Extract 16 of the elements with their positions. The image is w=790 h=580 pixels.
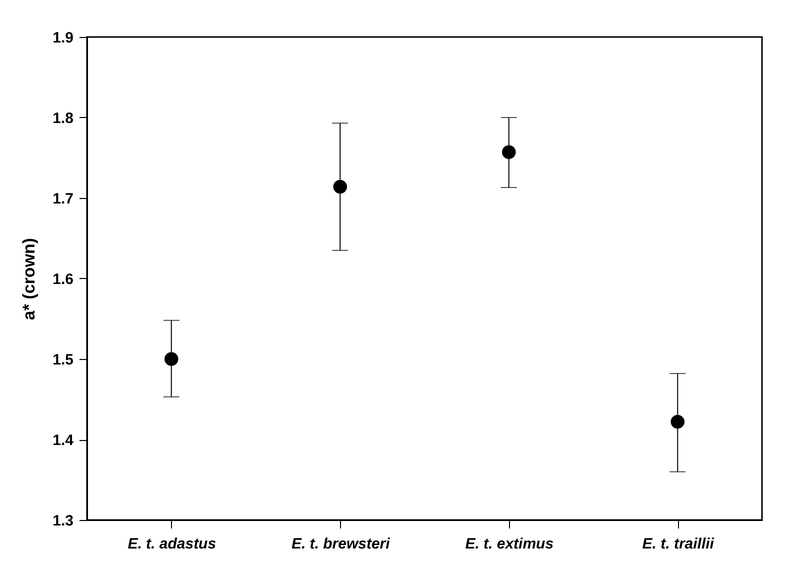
x-tick-label: E. t. extimus	[465, 536, 554, 552]
y-tick-label: 1.3	[52, 512, 74, 530]
y-tick-label: 1.9	[52, 30, 74, 46]
y-tick-label: 1.7	[52, 190, 74, 208]
y-tick-label: 1.6	[52, 271, 74, 288]
x-tick-label: E. t. adastus	[128, 536, 216, 552]
point	[670, 414, 685, 429]
y-axis-title: a* (crown)	[20, 238, 39, 320]
x-tick-label: E. t. brewsteri	[291, 536, 391, 552]
y-tick-label: 1.8	[52, 110, 74, 127]
point	[333, 180, 348, 194]
y-tick-label: 1.4	[52, 432, 74, 449]
point	[164, 352, 178, 366]
point	[502, 145, 516, 159]
x-tick-label: E. t. traillii	[642, 536, 715, 552]
y-tick-label: 1.5	[52, 352, 74, 368]
